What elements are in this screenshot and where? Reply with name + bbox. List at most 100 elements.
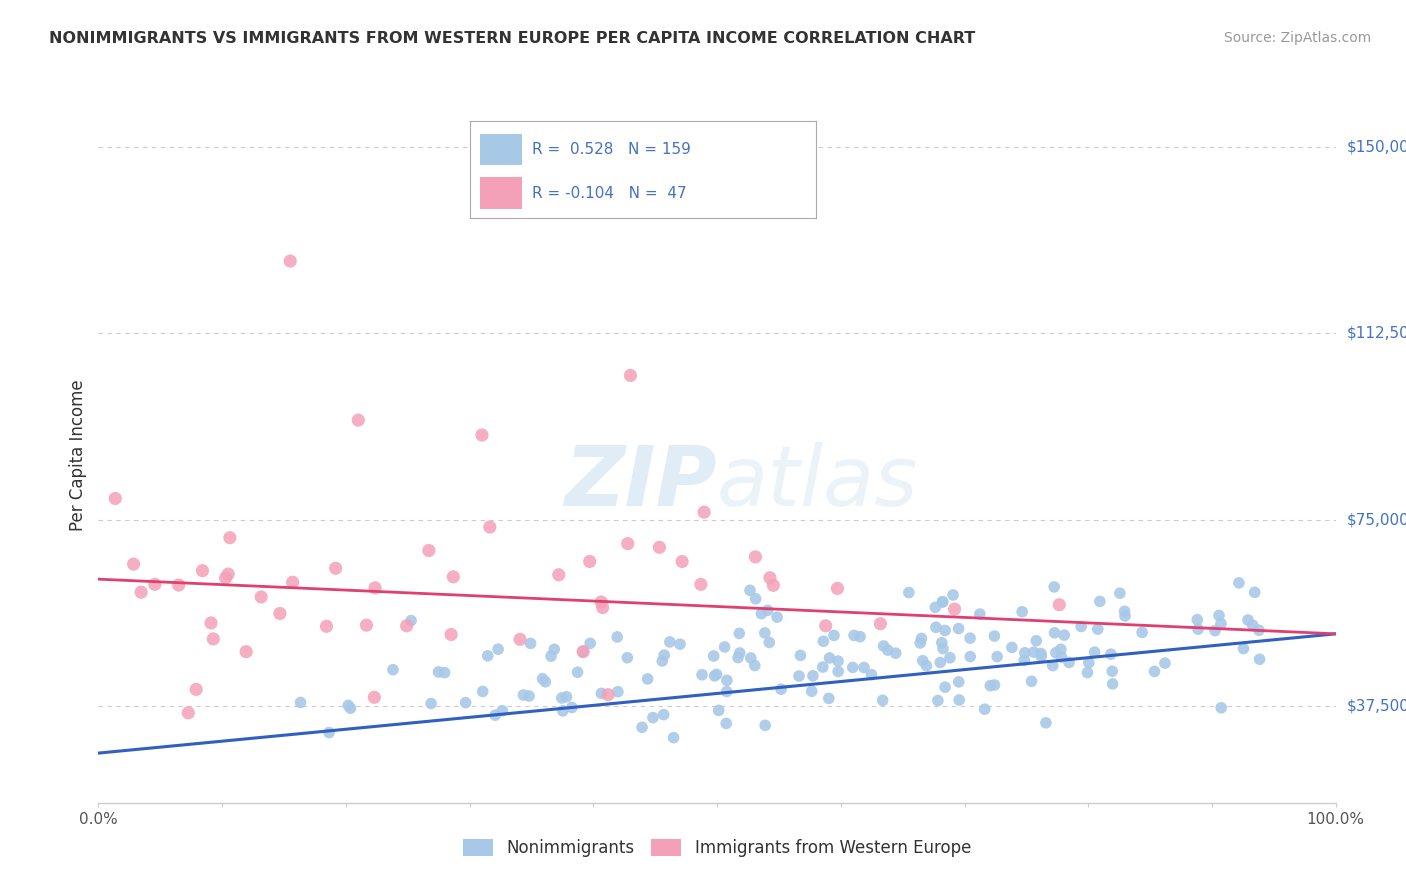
Point (641, 710, 664, 724)
Point (534, 674, 557, 689)
Point (932, 595, 955, 609)
Point (703, 669, 725, 683)
Point (1154, 656, 1177, 670)
Point (1042, 658, 1064, 673)
Point (932, 641, 955, 656)
Point (766, 610, 789, 624)
Point (911, 654, 934, 668)
Point (948, 693, 970, 707)
Point (959, 649, 981, 664)
Point (1211, 700, 1233, 714)
Point (973, 702, 995, 716)
Point (591, 595, 613, 609)
Point (817, 691, 839, 706)
Point (931, 595, 953, 609)
Point (1045, 646, 1067, 660)
Point (716, 673, 738, 688)
Point (1029, 649, 1052, 664)
Point (927, 693, 949, 707)
Point (1053, 628, 1076, 642)
Point (631, 720, 654, 734)
Text: $112,500: $112,500 (1347, 326, 1406, 341)
Point (1208, 608, 1230, 623)
Point (347, 413, 370, 427)
Point (543, 642, 565, 657)
Point (1101, 665, 1123, 679)
Point (637, 672, 659, 686)
Y-axis label: Per Capita Income: Per Capita Income (69, 379, 87, 531)
Point (693, 505, 716, 519)
Point (177, 706, 200, 720)
Point (1109, 586, 1132, 600)
Point (872, 693, 894, 707)
Point (823, 628, 845, 642)
Point (754, 718, 776, 732)
Point (616, 536, 638, 550)
Point (512, 688, 534, 702)
Point (934, 680, 956, 694)
Point (728, 646, 751, 660)
Point (1114, 608, 1136, 623)
Point (454, 696, 477, 710)
Point (1249, 652, 1271, 666)
Text: $75,000: $75,000 (1347, 512, 1406, 527)
Point (716, 684, 738, 698)
Point (356, 618, 378, 632)
Point (827, 665, 849, 679)
Point (1014, 646, 1036, 660)
Point (910, 632, 932, 646)
Point (983, 629, 1005, 643)
Point (662, 731, 685, 745)
Point (942, 588, 965, 602)
Point (606, 630, 628, 644)
Point (427, 665, 450, 679)
Point (1043, 580, 1066, 594)
Point (325, 561, 347, 575)
Point (813, 634, 835, 648)
Point (1049, 642, 1071, 657)
Point (652, 648, 675, 662)
Point (1227, 575, 1250, 590)
Point (703, 648, 725, 663)
Point (929, 656, 952, 670)
Point (484, 708, 506, 723)
Point (959, 631, 981, 645)
Point (872, 639, 894, 653)
Point (592, 600, 614, 615)
Point (969, 607, 991, 621)
Point (1021, 674, 1043, 689)
Point (1204, 624, 1226, 638)
Point (269, 607, 291, 621)
Point (1077, 656, 1099, 670)
Point (934, 624, 956, 638)
Text: $150,000: $150,000 (1347, 139, 1406, 154)
Point (471, 428, 494, 442)
Point (519, 636, 541, 650)
Point (1247, 624, 1270, 638)
Point (477, 648, 499, 663)
Point (1012, 653, 1035, 667)
Point (1143, 665, 1166, 679)
Point (1001, 640, 1024, 655)
Point (337, 698, 360, 713)
Point (578, 554, 600, 568)
Point (191, 564, 214, 578)
Point (1035, 715, 1057, 730)
Point (486, 642, 509, 657)
Point (555, 690, 578, 704)
Point (202, 632, 225, 646)
Point (716, 716, 738, 731)
Point (707, 703, 730, 717)
Point (441, 570, 464, 584)
Point (1130, 625, 1153, 640)
Point (616, 650, 638, 665)
Point (948, 674, 970, 689)
Point (122, 557, 145, 571)
Point (1050, 650, 1073, 665)
Point (381, 663, 404, 677)
Text: Source: ZipAtlas.com: Source: ZipAtlas.com (1223, 31, 1371, 45)
Point (1101, 677, 1123, 691)
Point (648, 541, 671, 555)
Point (713, 640, 735, 654)
Point (1187, 613, 1209, 627)
